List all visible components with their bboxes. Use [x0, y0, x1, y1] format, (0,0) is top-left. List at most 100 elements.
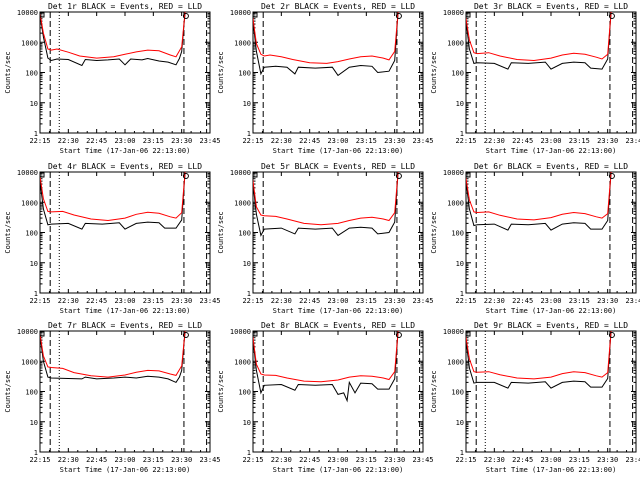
x-tick-label: 22:15: [242, 297, 263, 305]
panel-title: Det 1r BLACK = Events, RED = LLD: [48, 2, 202, 11]
plot-frame: [465, 330, 637, 453]
y-tick-label: 100: [25, 70, 38, 78]
y-tick-label: 10000: [230, 169, 251, 177]
lld-series-line: [40, 12, 186, 59]
panel-det-4: Det 4r BLACK = Events, RED = LLD 22:15 22:…: [4, 162, 221, 315]
x-tick-label: 22:30: [484, 137, 505, 145]
y-tick-label: 1: [460, 130, 464, 138]
x-axis-label: Start Time (17-Jan-06 22:13:00): [273, 466, 404, 474]
plot-frame: [252, 11, 424, 134]
x-tick-label: 23:45: [199, 137, 220, 145]
y-tick-label: 1: [460, 449, 464, 457]
x-axis-label: Start Time (17-Jan-06 22:13:00): [486, 147, 617, 155]
x-tick-label: 23:45: [199, 456, 220, 464]
saturation-marker-right: [608, 13, 615, 19]
saturation-marker-left: [252, 12, 258, 18]
y-tick-label: 1: [34, 130, 38, 138]
y-tick-label: 100: [238, 230, 251, 238]
y-tick-label: 10: [243, 260, 251, 268]
x-tick-label: 22:45: [299, 137, 320, 145]
x-tick-label: 23:00: [114, 456, 135, 464]
y-tick-label: 10000: [230, 328, 251, 336]
saturation-marker-left: [252, 172, 258, 178]
y-tick-label: 1000: [21, 39, 38, 47]
y-tick-label: 1: [247, 290, 251, 298]
y-axis-label: Counts/sec: [4, 370, 12, 412]
events-series-line: [40, 331, 186, 384]
panel-title: Det 6r BLACK = Events, RED = LLD: [474, 162, 628, 171]
x-tick-label: 23:15: [569, 137, 590, 145]
y-axis-label: Counts/sec: [4, 211, 12, 253]
x-tick-label: 23:00: [540, 137, 561, 145]
events-series-line: [466, 12, 612, 70]
plot-frame: [465, 171, 637, 294]
lld-series-line: [253, 331, 399, 383]
x-tick-label: 23:15: [143, 137, 164, 145]
panel-det-6: Det 6r BLACK = Events, RED = LLD 22:15 22:…: [430, 162, 640, 315]
y-axis-label: Counts/sec: [217, 211, 225, 253]
x-tick-label: 23:15: [143, 456, 164, 464]
x-tick-label: 22:15: [29, 456, 50, 464]
events-series-line: [40, 172, 186, 230]
x-tick-label: 23:45: [625, 137, 640, 145]
x-tick-label: 23:30: [384, 297, 405, 305]
x-tick-label: 22:30: [484, 456, 505, 464]
x-tick-label: 23:00: [540, 456, 561, 464]
x-tick-label: 23:15: [569, 297, 590, 305]
y-tick-label: 10000: [17, 9, 38, 17]
panel-title: Det 5r BLACK = Events, RED = LLD: [261, 162, 415, 171]
saturation-marker-right: [182, 13, 189, 19]
saturation-marker-right: [182, 332, 189, 338]
x-tick-label: 22:45: [86, 137, 107, 145]
x-tick-label: 23:15: [143, 297, 164, 305]
x-tick-label: 23:00: [327, 456, 348, 464]
y-axis-label: Counts/sec: [4, 51, 12, 93]
x-axis-label: Start Time (17-Jan-06 22:13:00): [486, 307, 617, 315]
x-tick-label: 23:45: [625, 297, 640, 305]
y-tick-label: 1000: [447, 358, 464, 366]
x-tick-label: 22:15: [455, 137, 476, 145]
saturation-marker-right: [608, 332, 615, 338]
x-tick-label: 23:30: [171, 297, 192, 305]
x-axis-label: Start Time (17-Jan-06 22:13:00): [273, 307, 404, 315]
x-tick-label: 23:00: [540, 297, 561, 305]
x-tick-label: 23:45: [412, 297, 433, 305]
x-tick-label: 22:15: [455, 456, 476, 464]
y-tick-label: 1: [34, 449, 38, 457]
x-tick-label: 22:30: [271, 456, 292, 464]
saturation-marker-right: [608, 173, 615, 179]
y-tick-label: 1000: [234, 39, 251, 47]
x-tick-label: 23:45: [625, 456, 640, 464]
x-tick-label: 23:00: [327, 297, 348, 305]
x-tick-label: 22:45: [512, 456, 533, 464]
y-tick-label: 10000: [443, 328, 464, 336]
plot-frame: [252, 330, 424, 453]
x-tick-label: 23:30: [384, 456, 405, 464]
y-tick-label: 1000: [447, 39, 464, 47]
x-axis-label: Start Time (17-Jan-06 22:13:00): [60, 147, 191, 155]
events-series-line: [253, 331, 399, 403]
y-tick-label: 10000: [443, 9, 464, 17]
y-tick-label: 10: [243, 100, 251, 108]
y-tick-label: 100: [238, 389, 251, 397]
y-tick-label: 10000: [230, 9, 251, 17]
y-tick-label: 100: [238, 70, 251, 78]
y-tick-label: 10: [456, 419, 464, 427]
x-axis-label: Start Time (17-Jan-06 22:13:00): [60, 466, 191, 474]
plot-frame: [465, 11, 637, 134]
y-tick-label: 1: [34, 290, 38, 298]
saturation-marker-right: [395, 13, 402, 19]
plot-frame: [39, 11, 211, 134]
y-tick-label: 10: [30, 419, 38, 427]
plot-frame: [39, 330, 211, 453]
y-tick-label: 1000: [234, 199, 251, 207]
y-tick-label: 100: [451, 70, 464, 78]
y-tick-label: 10000: [17, 169, 38, 177]
saturation-marker-right: [395, 332, 402, 338]
events-series-line: [253, 12, 399, 77]
x-tick-label: 22:30: [271, 137, 292, 145]
x-tick-label: 23:00: [114, 297, 135, 305]
y-tick-label: 1000: [21, 199, 38, 207]
y-tick-label: 10: [456, 100, 464, 108]
